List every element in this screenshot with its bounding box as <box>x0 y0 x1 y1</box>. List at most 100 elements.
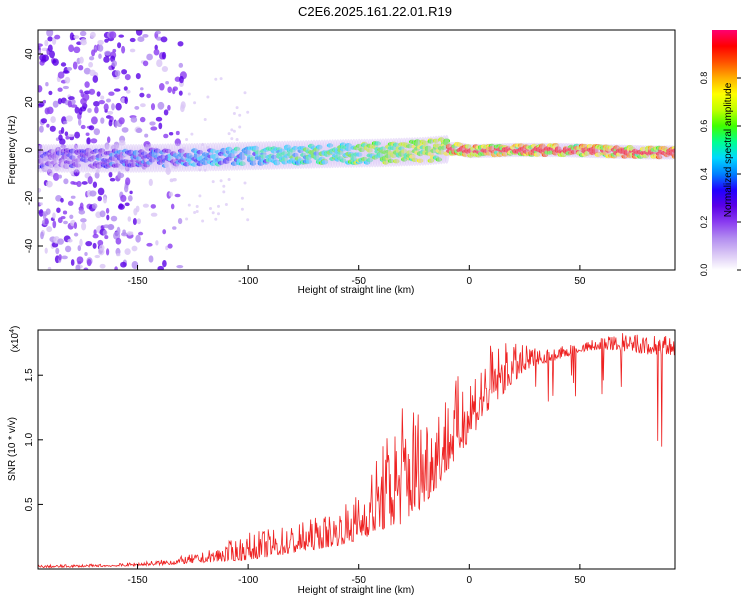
heatmap-noise <box>235 106 239 110</box>
heatmap-noise <box>107 223 114 231</box>
heatmap-noise <box>47 266 52 270</box>
x-tick-label: 0 <box>467 575 473 586</box>
heatmap-noise <box>75 264 81 270</box>
heatmap-noise <box>158 122 163 130</box>
heatmap-noise <box>155 240 159 246</box>
heatmap-noise <box>50 116 56 124</box>
heatmap-noise <box>89 56 95 61</box>
heatmap-noise <box>138 231 144 236</box>
x-tick-label: -100 <box>238 575 258 586</box>
heatmap-noise <box>67 238 73 243</box>
heatmap-noise <box>100 117 105 124</box>
heatmap-noise <box>90 138 98 144</box>
heatmap-noise <box>46 226 53 233</box>
heatmap-noise <box>96 91 101 97</box>
heatmap-noise <box>86 137 91 145</box>
heatmap-noise <box>79 56 84 64</box>
heatmap-noise <box>67 200 74 206</box>
heatmap-noise <box>227 178 231 181</box>
y-tick-label: 20 <box>24 96 35 108</box>
heatmap-noise <box>65 115 73 122</box>
snr-y-ticks: 0.5 1.0 1.5 <box>24 368 43 511</box>
heatmap-noise <box>134 105 140 110</box>
x-tick-label: -50 <box>351 575 366 586</box>
heatmap-noise <box>52 220 57 229</box>
heatmap-noise <box>124 202 130 207</box>
heatmap-noise <box>97 187 105 196</box>
heatmap-noise <box>124 96 128 105</box>
heatmap-noise <box>149 121 156 126</box>
heatmap-noise <box>118 34 125 38</box>
heatmap-noise <box>155 116 163 122</box>
heatmap-noise <box>129 48 136 53</box>
heatmap-noise <box>87 108 92 113</box>
heatmap-noise <box>78 209 86 215</box>
heatmap-noise <box>89 31 96 39</box>
heatmap-noise <box>217 204 220 208</box>
heatmap-noise <box>72 61 78 70</box>
x-tick-label: -50 <box>351 276 366 287</box>
heatmap-noise <box>46 123 50 128</box>
heatmap-noise <box>80 218 87 223</box>
heatmap-noise <box>135 127 143 133</box>
heatmap-noise <box>85 240 93 247</box>
snr-panel: -150 -100 -50 0 50 0.5 1.0 1.5 Height of strai… <box>7 326 676 596</box>
heatmap-noise <box>69 214 74 220</box>
spectrogram-panel: -150 -100 -50 0 50 -40 -20 0 20 40 Height of str… <box>7 29 676 296</box>
heatmap-noise <box>73 35 80 39</box>
heatmap-noise <box>63 220 68 225</box>
heatmap-noise <box>76 180 82 188</box>
heatmap-noise <box>94 171 100 179</box>
heatmap-noise <box>106 136 111 144</box>
heatmap-noise <box>77 245 82 252</box>
heatmap-halo <box>672 145 675 160</box>
heatmap-noise <box>140 103 146 108</box>
heatmap-noise <box>157 265 164 270</box>
heatmap-noise <box>148 255 154 263</box>
y-tick-label: 1.5 <box>24 368 35 382</box>
heatmap-noise <box>162 259 167 268</box>
x-tick-label: -100 <box>238 276 258 287</box>
heatmap-noise <box>167 86 173 93</box>
heatmap-noise <box>230 128 234 132</box>
heatmap-noise <box>121 45 126 54</box>
heatmap-noise <box>180 104 185 113</box>
heatmap-noise <box>103 103 109 111</box>
heatmap-noise <box>132 218 137 225</box>
heatmap-noise <box>160 36 168 43</box>
heatmap-noise <box>92 75 99 83</box>
heatmap-noise <box>240 196 244 200</box>
heatmap-noise <box>238 125 242 129</box>
heatmap-noise <box>115 102 122 111</box>
heatmap-noise <box>68 44 74 53</box>
heatmap-noise <box>120 261 127 268</box>
heatmap-noise <box>124 248 131 255</box>
heatmap-noise <box>198 194 202 198</box>
heatmap-noise <box>89 190 97 197</box>
heatmap-noise <box>177 218 183 225</box>
heatmap-noise <box>230 137 234 141</box>
heatmap-noise <box>84 251 88 257</box>
heatmap-noise <box>38 43 43 47</box>
heatmap-noise <box>190 132 194 136</box>
heatmap-noise <box>243 91 247 95</box>
heatmap-noise <box>103 196 107 204</box>
heatmap-noise <box>148 178 153 187</box>
heatmap-noise <box>116 226 121 235</box>
colorbar-tick-label: 0.6 <box>699 120 709 133</box>
heatmap-noise <box>51 36 57 45</box>
heatmap-noise <box>106 214 110 221</box>
heatmap-noise <box>246 110 250 114</box>
x-tick-label: 50 <box>574 575 586 586</box>
heatmap-noise <box>219 179 223 183</box>
heatmap-noise <box>116 253 121 257</box>
snr-multiplier: (x104) <box>9 326 21 353</box>
heatmap-noise <box>161 51 167 60</box>
heatmap-noise <box>99 263 106 269</box>
heatmap-noise <box>80 106 87 112</box>
heatmap-noise <box>142 34 149 38</box>
heatmap-noise <box>139 116 146 123</box>
heatmap-noise <box>175 130 180 136</box>
heatmap-noise <box>135 72 141 80</box>
heatmap-noise <box>232 112 236 115</box>
